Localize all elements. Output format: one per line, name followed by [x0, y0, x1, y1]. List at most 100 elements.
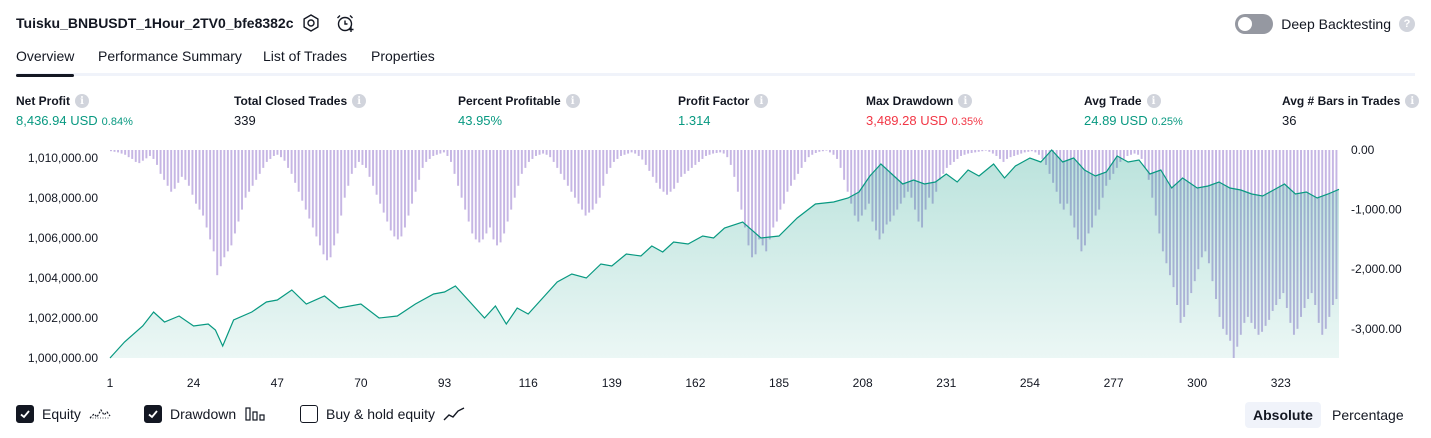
drawdown-bar — [782, 150, 785, 204]
drawdown-bar — [336, 150, 339, 234]
tab-performance-summary[interactable]: Performance Summary — [98, 48, 242, 64]
metric-label: Net Profit — [16, 94, 70, 108]
drawdown-bar — [573, 150, 576, 198]
info-icon[interactable]: i — [754, 94, 769, 108]
drawdown-bar — [450, 150, 452, 162]
drawdown-bar — [471, 150, 474, 234]
check-icon — [20, 410, 30, 419]
percentage-button[interactable]: Percentage — [1332, 407, 1404, 423]
help-icon[interactable]: ? — [1399, 16, 1415, 32]
drawdown-bar — [120, 150, 123, 154]
tab-list-of-trades[interactable]: List of Trades — [263, 48, 348, 64]
drawdown-bar — [814, 150, 817, 153]
drawdown-bar — [365, 150, 367, 168]
drawdown-bar — [712, 150, 715, 154]
drawdown-bar — [705, 150, 707, 156]
drawdown-tick-label: -2,000.00 — [1351, 262, 1402, 276]
legend-label: Drawdown — [170, 406, 237, 422]
x-tick-label: 1 — [107, 376, 114, 390]
drawdown-bar — [602, 150, 605, 186]
drawdown-bar — [372, 150, 375, 186]
x-tick-label: 254 — [1020, 376, 1040, 390]
drawdown-bar — [520, 150, 523, 174]
drawdown-bar — [131, 150, 134, 159]
drawdown-bar — [963, 150, 966, 155]
drawdown-bar — [768, 150, 771, 240]
drawdown-bar — [903, 150, 906, 198]
legend-drawdown[interactable]: Drawdown — [144, 404, 266, 424]
drawdown-bar — [411, 150, 413, 204]
drawdown-bar — [591, 150, 594, 210]
drawdown-bar — [595, 150, 598, 204]
drawdown-bar — [301, 150, 304, 201]
drawdown-axis: 0.00 -1,000.00 -2,000.00 -3,000.00 — [1351, 143, 1402, 336]
drawdown-checkbox[interactable] — [144, 405, 162, 423]
equity-line-icon — [89, 408, 111, 419]
drawdown-bar — [464, 150, 467, 210]
drawdown-bar — [998, 150, 1001, 159]
drawdown-bar — [931, 150, 934, 204]
drawdown-bar — [198, 150, 201, 210]
legend-buy-hold-equity[interactable]: Buy & hold equity — [300, 404, 465, 424]
drawdown-bar — [800, 150, 803, 168]
metric-value: 24.89 USD — [1084, 113, 1148, 128]
drawdown-bar — [400, 150, 403, 237]
drawdown-bar — [117, 150, 120, 153]
info-icon[interactable]: i — [75, 94, 89, 108]
drawdown-bar — [722, 150, 725, 154]
drawdown-bar — [651, 150, 654, 177]
drawdown-bar — [846, 150, 849, 192]
drawdown-bar — [790, 150, 792, 186]
absolute-button[interactable]: Absolute — [1245, 402, 1321, 428]
drawdown-bar — [386, 150, 389, 222]
drawdown-bar — [1030, 150, 1033, 152]
drawdown-bar — [736, 150, 739, 192]
drawdown-bar — [726, 150, 729, 158]
gear-icon[interactable] — [300, 12, 322, 34]
drawdown-bar — [747, 150, 750, 246]
buy-hold-checkbox[interactable] — [300, 405, 318, 423]
drawdown-bar — [1002, 150, 1005, 162]
x-tick-label: 70 — [354, 376, 368, 390]
metric-value: 3,489.28 USD — [866, 113, 948, 128]
drawdown-bar — [566, 150, 569, 186]
equity-drawdown-chart[interactable]: 1,010,000.00 1,008,000.00 1,006,000.00 1,00… — [0, 140, 1431, 400]
info-icon[interactable]: i — [958, 94, 973, 108]
drawdown-bar — [209, 150, 212, 240]
tab-overview[interactable]: Overview — [16, 48, 75, 77]
drawdown-bar — [1041, 150, 1044, 159]
drawdown-bar — [145, 150, 148, 159]
chart-canvas[interactable]: 1,010,000.00 1,008,000.00 1,006,000.00 1,00… — [0, 140, 1431, 400]
drawdown-bar — [127, 150, 130, 158]
x-tick-label: 277 — [1104, 376, 1124, 390]
drawdown-bar — [556, 150, 559, 168]
drawdown-tick-label: 0.00 — [1351, 143, 1375, 157]
drawdown-bar — [499, 150, 502, 243]
info-icon[interactable]: i — [352, 94, 367, 108]
x-tick-label: 139 — [602, 376, 622, 390]
drawdown-bar — [226, 150, 229, 252]
drawdown-bar — [159, 150, 162, 174]
drawdown-bar — [648, 150, 651, 171]
deep-backtesting-toggle[interactable] — [1235, 14, 1274, 34]
info-icon[interactable]: i — [1405, 94, 1420, 108]
drawdown-bar — [751, 150, 754, 258]
drawdown-bar — [715, 150, 718, 153]
drawdown-bar — [786, 150, 789, 192]
drawdown-bar — [488, 150, 491, 228]
drawdown-bar — [389, 150, 392, 231]
x-tick-label: 93 — [438, 376, 452, 390]
info-icon[interactable]: i — [1146, 94, 1161, 108]
legend-equity[interactable]: Equity — [16, 404, 111, 424]
drawdown-bar — [446, 150, 449, 156]
metric-label: Total Closed Trades — [234, 94, 348, 108]
equity-checkbox[interactable] — [16, 405, 34, 423]
drawdown-bar — [697, 150, 700, 162]
drawdown-bars-icon — [245, 407, 265, 421]
equity-tick-label: 1,000,000.00 — [28, 351, 98, 365]
drawdown-bar — [340, 150, 343, 216]
drawdown-bar — [995, 150, 998, 156]
info-icon[interactable]: i — [565, 94, 580, 108]
tab-properties[interactable]: Properties — [371, 48, 435, 64]
add-alert-clock-icon[interactable] — [334, 12, 356, 34]
